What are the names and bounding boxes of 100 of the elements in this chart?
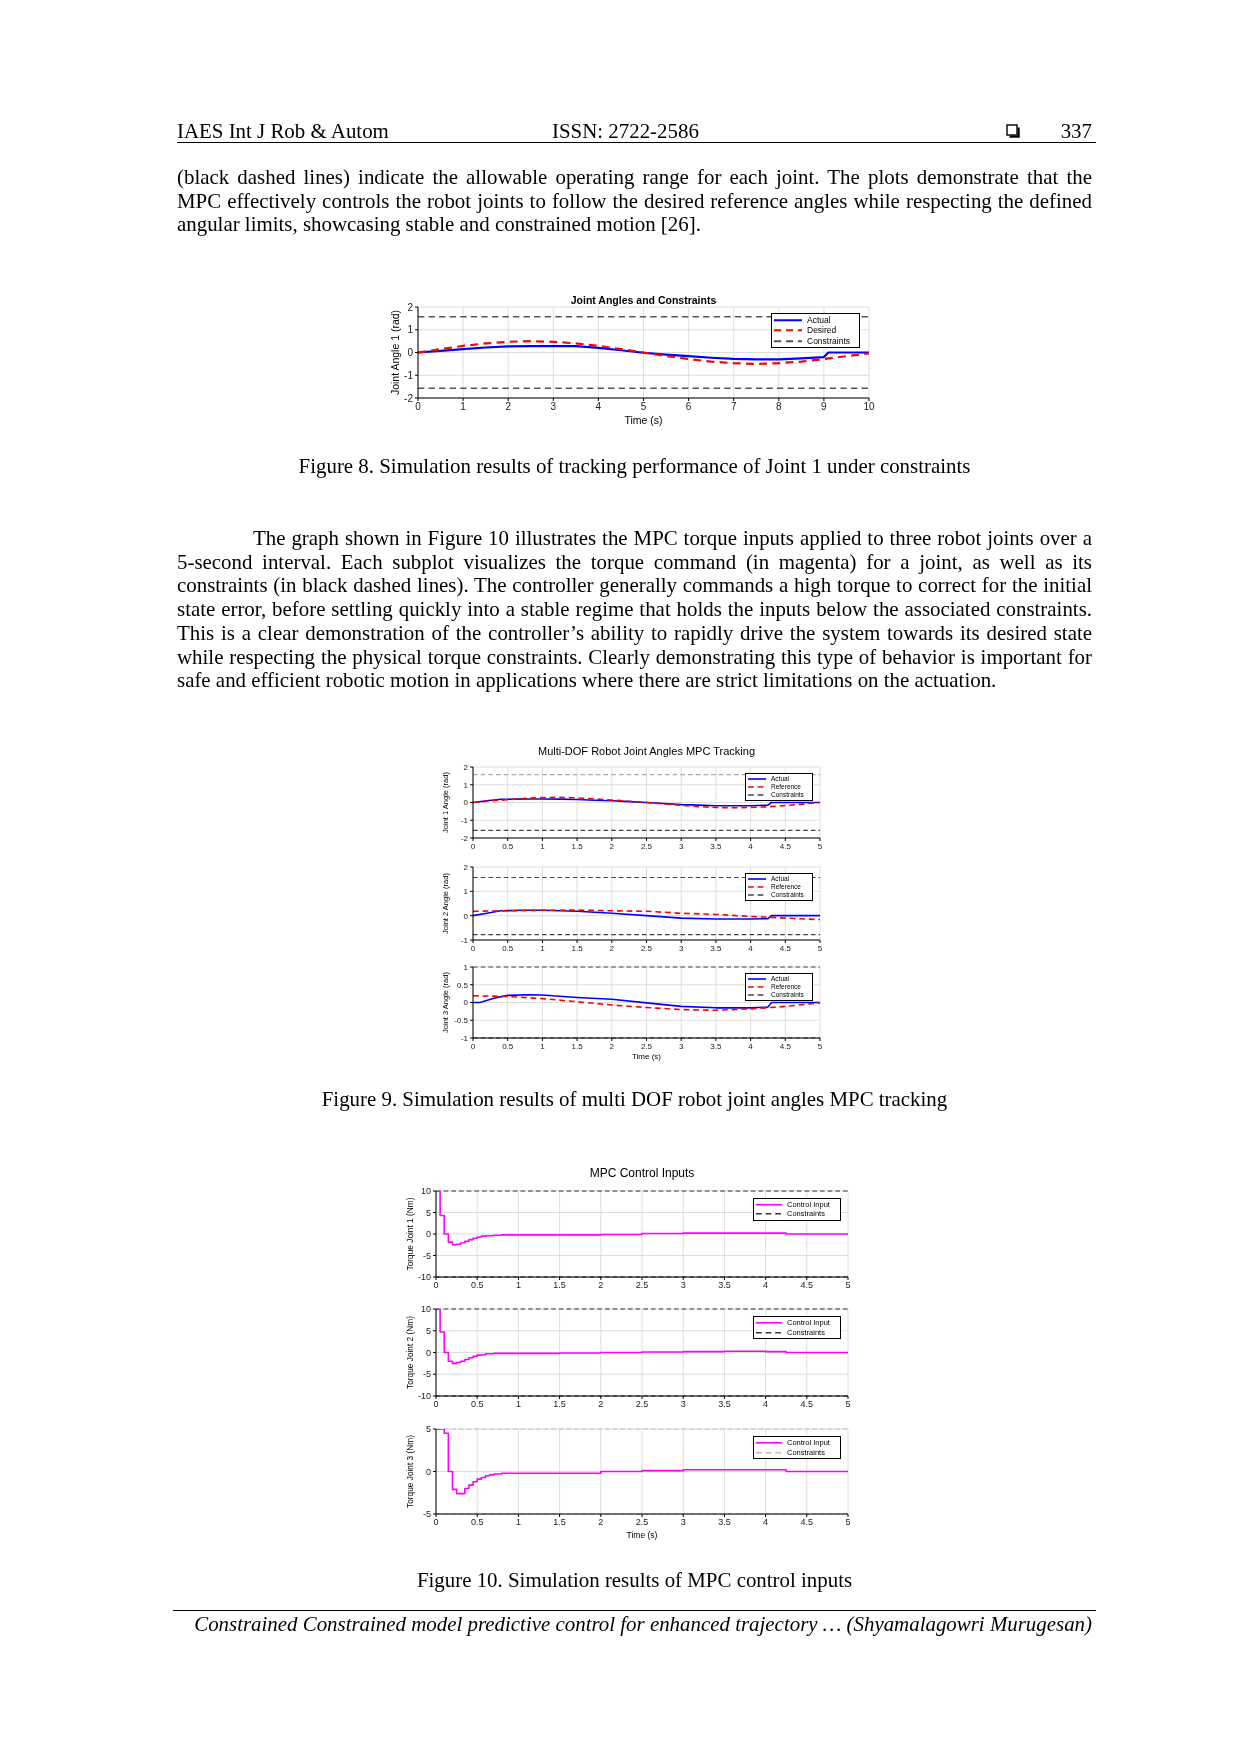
x-tick-label: 0: [433, 1517, 439, 1528]
x-tick-label: 0.5: [502, 1041, 514, 1051]
x-tick-label: 4: [748, 841, 754, 851]
x-tick-label: 1: [515, 1517, 521, 1528]
x-tick-label: 3: [550, 401, 557, 413]
x-tick-label: 1.5: [571, 1041, 584, 1051]
chart-title: Joint Angles and Constraints: [569, 293, 718, 307]
x-tick-label: 0: [470, 943, 476, 953]
legend-label: Constraints: [807, 335, 850, 347]
y-tick-label: 1: [463, 887, 469, 897]
x-tick-label: 5: [640, 401, 647, 413]
chart-title: MPC Control Inputs: [588, 1165, 696, 1181]
y-tick-label: 0.5: [456, 980, 469, 990]
x-tick-label: 4.5: [800, 1399, 814, 1410]
x-tick-label: 0.5: [470, 1280, 484, 1291]
x-tick-label: 1: [515, 1280, 521, 1291]
x-tick-label: 3.5: [718, 1280, 731, 1291]
x-tick-label: 9: [821, 401, 828, 413]
y-axis-title: Torque Joint 3 (Nm): [404, 1434, 415, 1508]
x-tick-label: 0: [433, 1280, 439, 1291]
y-tick-label: -5: [422, 1250, 431, 1261]
y-tick-label: 10: [420, 1304, 431, 1315]
x-tick-label: 0.5: [502, 841, 514, 851]
y-tick-label: 10: [420, 1186, 431, 1197]
x-tick-label: 5: [845, 1399, 851, 1410]
x-tick-label: 2.5: [640, 1041, 653, 1051]
y-tick-label: 0: [463, 911, 469, 921]
y-tick-label: 0: [407, 347, 414, 359]
x-tick-label: 5: [817, 841, 823, 851]
x-tick-label: 4.5: [779, 1041, 792, 1051]
y-tick-label: -1: [404, 369, 414, 381]
caption: Figure 8. Simulation results of tracking performance of Joint 1 under constraints: [297, 454, 972, 479]
y-tick-label: 1: [463, 962, 469, 972]
x-tick-label: 2: [598, 1280, 604, 1291]
x-tick-label: 4.5: [779, 943, 792, 953]
y-tick-label: -10: [417, 1391, 431, 1402]
caption: Figure 9. Simulation results of multi DOF robot joint angles MPC tracking: [320, 1087, 949, 1112]
x-tick-label: 1: [515, 1399, 521, 1410]
x-tick-label: 2: [609, 943, 615, 953]
x-tick-label: 1.5: [553, 1280, 566, 1291]
text: ISSN: 2722-2586: [552, 119, 699, 143]
x-tick-label: 0.5: [470, 1399, 484, 1410]
x-tick-label: 1: [540, 943, 546, 953]
y-tick-label: 0: [463, 998, 469, 1008]
x-tick-label: 3: [680, 1399, 686, 1410]
x-tick-label: 1: [540, 1041, 546, 1051]
y-tick-label: -5: [422, 1509, 431, 1520]
text: 337: [1060, 119, 1092, 143]
x-tick-label: 0.5: [470, 1517, 484, 1528]
x-tick-label: 3: [680, 1280, 686, 1291]
x-tick-label: 4: [748, 943, 754, 953]
x-tick-label: 1.5: [571, 841, 584, 851]
y-tick-label: -2: [404, 392, 414, 404]
y-axis-title: Torque Joint 1 (Nm): [404, 1197, 415, 1271]
y-axis-title: Joint Angle 1 (rad): [388, 309, 401, 396]
y-tick-label: 0: [425, 1347, 431, 1358]
x-tick-label: 7: [730, 401, 737, 413]
x-tick-label: 3.5: [710, 1041, 723, 1051]
y-tick-label: 1: [407, 324, 414, 336]
x-tick-label: 4.5: [779, 841, 792, 851]
x-tick-label: 2.5: [635, 1399, 649, 1410]
x-tick-label: 2.5: [640, 943, 653, 953]
y-tick-label: 0: [425, 1466, 431, 1477]
x-tick-label: 5: [817, 1041, 823, 1051]
y-tick-label: -1: [460, 935, 469, 945]
x-tick-label: 2: [598, 1399, 604, 1410]
y-tick-label: 0: [463, 798, 469, 808]
x-tick-label: 3: [680, 1517, 686, 1528]
x-tick-label: 2: [609, 1041, 615, 1051]
x-tick-label: 4: [748, 1041, 754, 1051]
y-tick-label: 0: [425, 1229, 431, 1240]
x-tick-label: 4.5: [800, 1280, 814, 1291]
y-tick-label: 5: [425, 1207, 431, 1218]
x-tick-label: 10: [863, 401, 875, 413]
x-tick-label: 4: [763, 1280, 769, 1291]
x-tick-label: 6: [685, 401, 692, 413]
y-tick-label: -0.5: [454, 1016, 469, 1026]
x-tick-label: 2.5: [640, 841, 653, 851]
x-tick-label: 2.5: [635, 1517, 649, 1528]
x-tick-label: 3: [678, 841, 684, 851]
x-tick-label: 3: [678, 1041, 684, 1051]
x-tick-label: 3.5: [718, 1399, 731, 1410]
legend-label: Desired: [807, 325, 837, 336]
y-tick-label: -1: [460, 816, 469, 826]
x-tick-label: 2: [598, 1517, 604, 1528]
x-tick-label: 5: [845, 1280, 851, 1291]
x-tick-label: 5: [817, 943, 823, 953]
x-tick-label: 1.5: [571, 943, 584, 953]
y-tick-label: 2: [463, 862, 469, 872]
chart-title: Multi-DOF Robot Joint Angles MPC Tracking: [537, 745, 756, 759]
y-tick-label: -10: [417, 1272, 431, 1283]
x-axis-title: Time (s): [631, 1051, 662, 1061]
y-tick-label: 1: [463, 780, 469, 790]
x-tick-label: 3.5: [710, 943, 723, 953]
caption: Figure 10. Simulation results of MPC control inputs: [415, 1568, 854, 1593]
x-tick-label: 0.5: [502, 943, 514, 953]
x-tick-label: 5: [845, 1517, 851, 1528]
x-tick-label: 0: [433, 1399, 439, 1410]
y-tick-label: 5: [425, 1424, 431, 1435]
x-axis-title: Time (s): [626, 1530, 658, 1540]
